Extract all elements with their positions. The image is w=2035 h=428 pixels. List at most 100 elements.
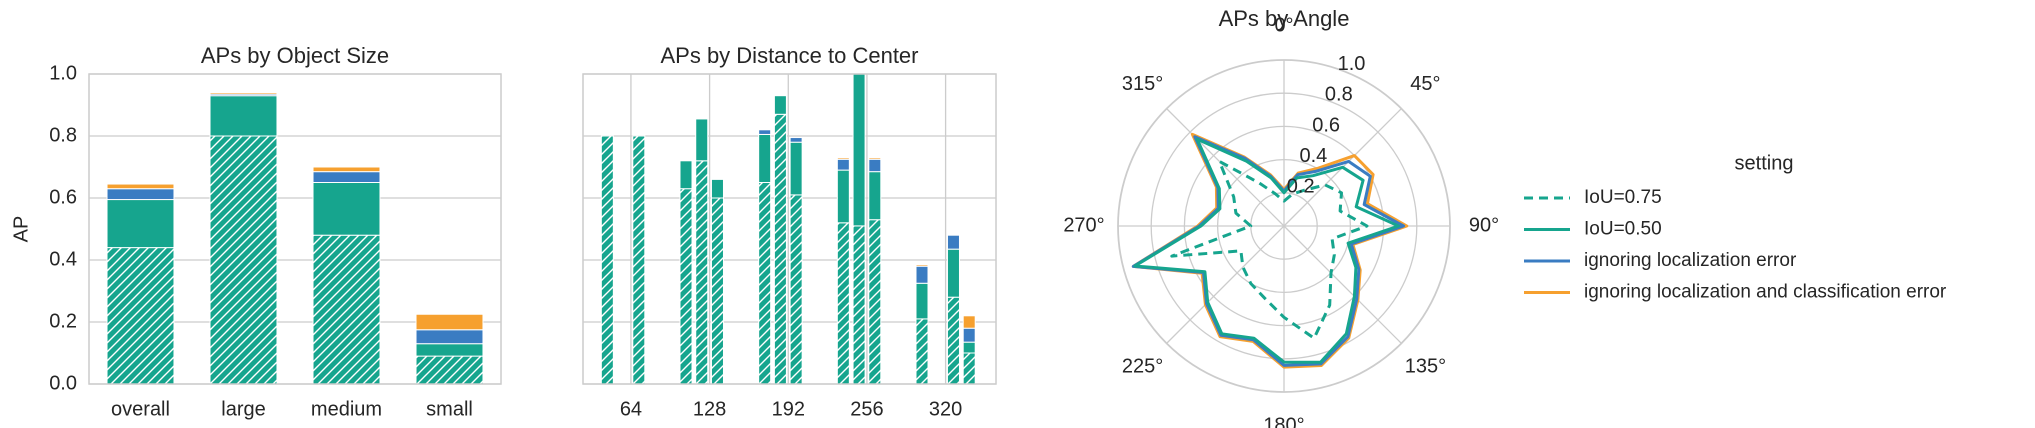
- bar-segment: [710, 178, 724, 199]
- series-line: [1170, 159, 1369, 340]
- bar-segment: [946, 234, 960, 250]
- axes-frame: [582, 73, 997, 385]
- bar-segment: [789, 141, 803, 196]
- chart-title: APs by Angle: [1219, 6, 1350, 31]
- bar-segment: [836, 169, 850, 224]
- angle-tick-label: 315°: [1122, 73, 1163, 95]
- y-axis-label: AP: [10, 216, 32, 243]
- grid-circle: [1216, 158, 1352, 294]
- bar-segment: [836, 158, 850, 171]
- legend-title: setting: [1735, 152, 1794, 174]
- bar-segment: [679, 188, 693, 385]
- angle-tick-label: 225°: [1122, 356, 1163, 378]
- angle-tick-label: 90°: [1469, 214, 1499, 236]
- bar-segment: [946, 296, 960, 385]
- bar-segment: [946, 248, 960, 298]
- bar-segment: [962, 341, 976, 354]
- x-tick-label: 128: [693, 398, 726, 420]
- grid-line: [1166, 225, 1285, 344]
- x-tick-label: medium: [311, 398, 382, 420]
- bar-segment: [773, 113, 787, 385]
- bar-segment: [600, 135, 614, 385]
- angle-tick-label: 270°: [1063, 214, 1104, 236]
- bar-segment: [868, 219, 882, 385]
- bar-segment: [789, 194, 803, 385]
- bar-segment: [962, 327, 976, 343]
- bar-segment: [758, 133, 772, 183]
- y-tick-label: 1.0: [49, 62, 77, 84]
- axes-frame: [88, 73, 502, 385]
- bar-segment: [758, 129, 772, 135]
- x-tick-label: large: [221, 398, 265, 420]
- grid-line: [1283, 225, 1402, 344]
- bar-segment: [915, 264, 929, 267]
- angle-tick-label: 180°: [1263, 414, 1304, 428]
- grid-circle: [1183, 125, 1385, 327]
- bar-segment: [209, 92, 278, 95]
- bar-segment: [415, 329, 484, 345]
- chart-title: APs by Object Size: [201, 43, 389, 68]
- legend-label: ignoring localization and classification…: [1584, 282, 1947, 303]
- angle-tick-label: 45°: [1410, 73, 1440, 95]
- bar-segment: [868, 158, 882, 173]
- y-tick-label: 0.6: [49, 186, 77, 208]
- x-tick-label: overall: [111, 398, 170, 420]
- legend-label: IoU=0.75: [1584, 187, 1662, 208]
- legend-label: ignoring localization error: [1584, 250, 1797, 271]
- bar-segment: [695, 160, 709, 385]
- bar-segment: [852, 73, 866, 227]
- angle-tick-label: 135°: [1405, 356, 1446, 378]
- grid-circle: [1117, 59, 1451, 393]
- series-line: [1133, 137, 1400, 364]
- bar-segment: [868, 157, 882, 160]
- bar-segment: [758, 182, 772, 385]
- angle-tick-label: 0°: [1274, 14, 1293, 36]
- x-tick-label: small: [426, 398, 473, 420]
- grid-line: [1166, 108, 1285, 227]
- radial-tick-label: 0.4: [1300, 145, 1328, 167]
- y-tick-label: 0.4: [49, 248, 77, 270]
- bar-segment: [106, 247, 175, 385]
- bar-segment: [415, 313, 484, 331]
- x-tick-label: 320: [929, 398, 962, 420]
- bar-segment: [915, 265, 929, 284]
- bar-segment: [962, 352, 976, 385]
- bar-segment: [915, 318, 929, 385]
- bar-segment: [209, 135, 278, 385]
- bar-segment: [415, 355, 484, 385]
- bar-segment: [836, 157, 850, 160]
- legend-label: IoU=0.50: [1584, 219, 1662, 240]
- x-tick-label: 256: [850, 398, 883, 420]
- series-line: [1131, 135, 1405, 367]
- bar-segment: [312, 171, 381, 183]
- x-tick-label: 192: [772, 398, 805, 420]
- bar-segment: [106, 199, 175, 249]
- x-tick-label: 64: [620, 398, 642, 420]
- radial-tick-label: 0.2: [1287, 176, 1315, 198]
- radial-tick-label: 1.0: [1338, 53, 1366, 75]
- y-tick-label: 0.8: [49, 124, 77, 146]
- radial-tick-label: 0.8: [1325, 84, 1353, 106]
- y-tick-label: 0.2: [49, 310, 77, 332]
- bar-segment: [868, 171, 882, 221]
- bar-segment: [773, 95, 787, 115]
- bar-segment: [915, 282, 929, 320]
- bar-segment: [679, 160, 693, 190]
- bar-segment: [312, 166, 381, 173]
- bar-segment: [789, 137, 803, 143]
- y-tick-label: 0.0: [49, 372, 77, 394]
- bar-segment: [632, 135, 646, 385]
- grid-circle: [1150, 92, 1418, 360]
- bar-segment: [962, 315, 976, 329]
- bar-segment: [209, 95, 278, 137]
- radial-tick-label: 0.6: [1312, 114, 1340, 136]
- chart-title: APs by Distance to Center: [660, 43, 918, 68]
- bar-segment: [106, 183, 175, 190]
- bar-segment: [852, 225, 866, 385]
- bar-segment: [695, 118, 709, 162]
- bar-segment: [710, 197, 724, 385]
- bar-segment: [312, 234, 381, 385]
- bar-segment: [415, 343, 484, 357]
- bar-segment: [312, 182, 381, 236]
